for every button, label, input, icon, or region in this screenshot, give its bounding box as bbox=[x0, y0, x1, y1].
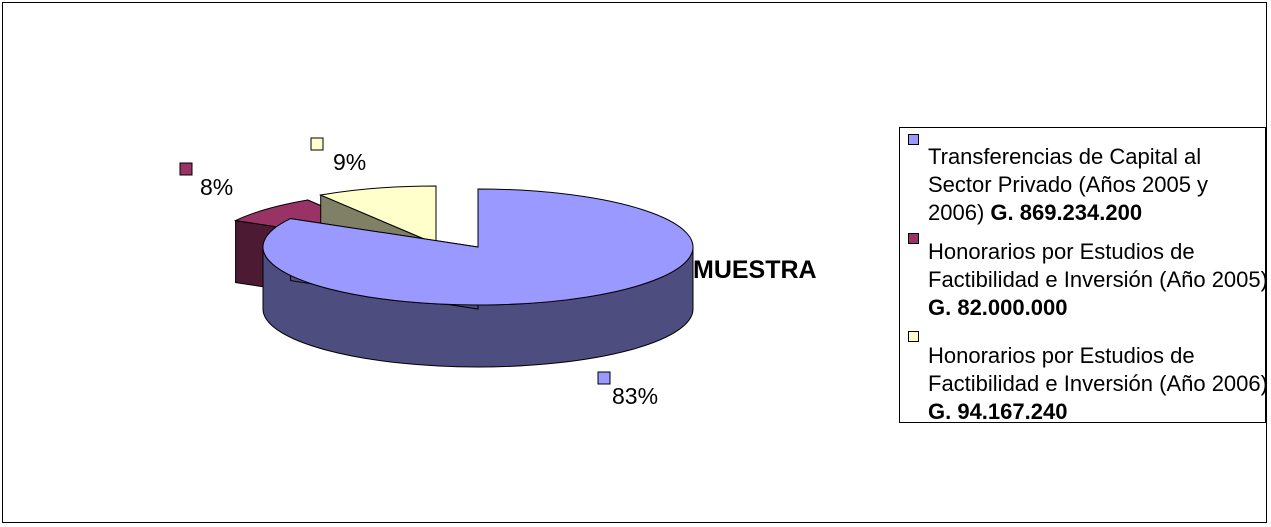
legend-swatch-2 bbox=[908, 233, 919, 244]
legend-label-1: Transferencias de Capital al Sector Priv… bbox=[928, 143, 1268, 227]
pie-slice-3 bbox=[318, 185, 437, 245]
legend-category-2: Honorarios por Estudios de Factibilidad … bbox=[928, 239, 1268, 292]
legend-category-1: Transferencias de Capital al Sector Priv… bbox=[928, 144, 1209, 225]
legend-amount-3: G. 94.167.240 bbox=[928, 399, 1068, 424]
data-label-3: 9% bbox=[333, 149, 366, 175]
chart-title: MUESTRA bbox=[693, 256, 817, 284]
legend-category-3: Honorarios por Estudios de Factibilidad … bbox=[928, 343, 1268, 396]
data-label-swatch-1 bbox=[597, 371, 611, 385]
data-label-2: 8% bbox=[200, 174, 233, 200]
data-label-1: 83% bbox=[612, 383, 658, 409]
legend-amount-2: G. 82.000.000 bbox=[928, 295, 1068, 320]
legend-amount-1: G. 869.234.200 bbox=[990, 200, 1143, 225]
legend: Transferencias de Capital al Sector Priv… bbox=[899, 127, 1268, 426]
legend-label-3: Honorarios por Estudios de Factibilidad … bbox=[928, 342, 1268, 426]
pie-slice-1 bbox=[262, 188, 694, 306]
data-label-swatch-3 bbox=[310, 137, 324, 151]
data-label-swatch-2 bbox=[179, 162, 193, 176]
legend-swatch-3 bbox=[908, 331, 919, 342]
legend-swatch-1 bbox=[908, 134, 919, 145]
legend-label-2: Honorarios por Estudios de Factibilidad … bbox=[928, 238, 1268, 322]
